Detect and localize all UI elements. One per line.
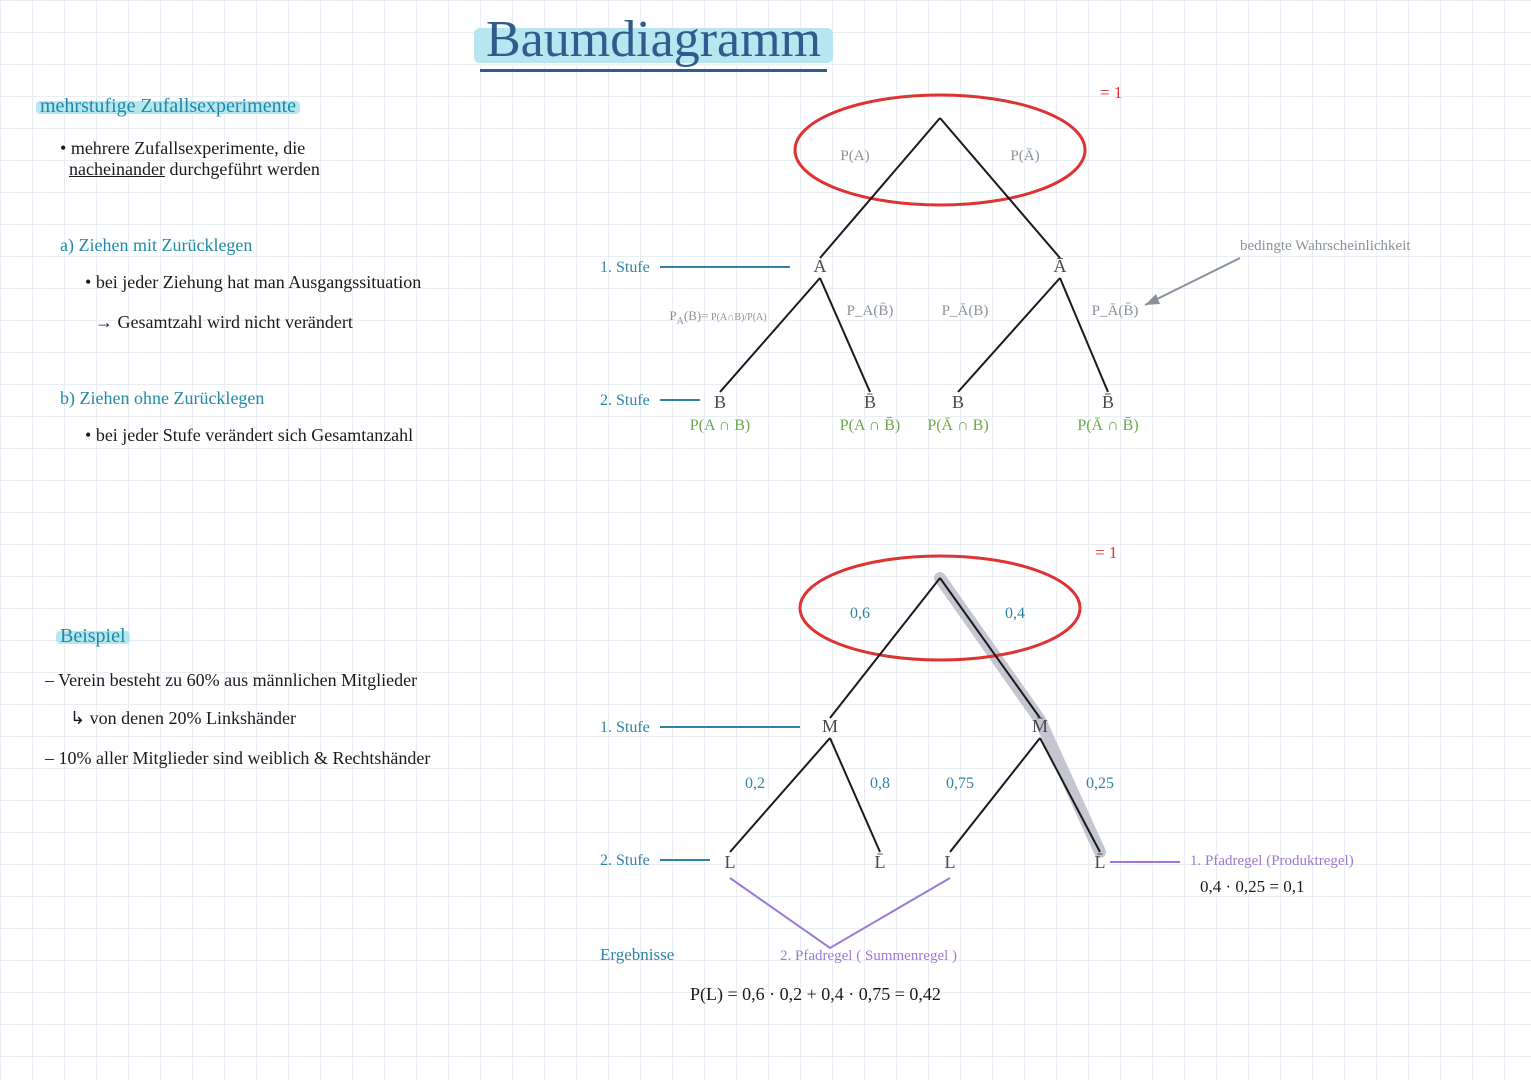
label-rule1: 1. Pfadregel (Produktregel) [1190, 853, 1354, 869]
label-stufe1-b: 1. Stufe [600, 719, 650, 736]
prob-06: 0,6 [850, 605, 870, 622]
prob-08: 0,8 [870, 775, 890, 792]
edge-M-L [730, 738, 830, 852]
label-stufe2-b: 2. Stufe [600, 852, 650, 869]
node-Lbar2: L̄ [1095, 852, 1106, 872]
join-rule2 [730, 878, 950, 948]
prob-075: 0,75 [946, 775, 974, 792]
label-rule2: 2. Pfadregel ( Summenregel ) [780, 948, 957, 964]
calc-rule2: P(L) = 0,6 · 0,2 + 0,4 · 0,75 = 0,42 [690, 984, 941, 1005]
label-ergebnisse: Ergebnisse [600, 945, 674, 964]
label-eq1-b: = 1 [1095, 543, 1117, 562]
node-Mbar: M̄ [1032, 716, 1048, 736]
node-L2: L [945, 852, 956, 872]
edge-Mbar-Lbar [1040, 738, 1100, 852]
edge-Mbar-L [950, 738, 1040, 852]
node-M: M [822, 716, 838, 736]
prob-025: 0,25 [1086, 775, 1114, 792]
ellipse-sum-2 [800, 556, 1080, 660]
prob-04: 0,4 [1005, 605, 1025, 622]
prob-02: 0,2 [745, 775, 765, 792]
node-L1: L [725, 852, 736, 872]
tree-diagram-2: 0,6 0,4 M M̄ 0,2 0,8 0,75 0,25 L L̄ L L̄… [0, 0, 1531, 1080]
edge-M-Lbar [830, 738, 880, 852]
calc-rule1: 0,4 · 0,25 = 0,1 [1200, 877, 1305, 896]
node-Lbar1: L̄ [875, 852, 886, 872]
